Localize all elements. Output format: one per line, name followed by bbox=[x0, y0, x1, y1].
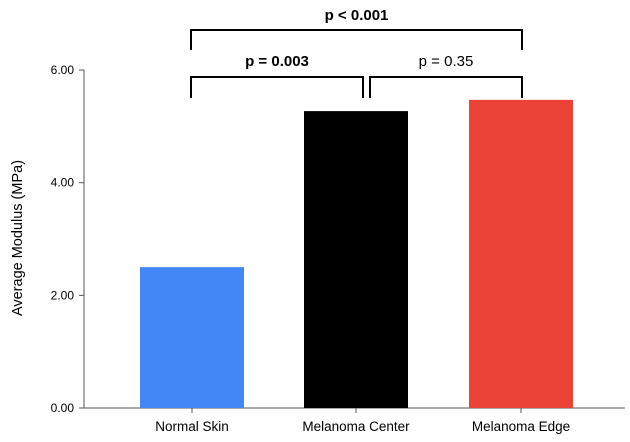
y-tick-label: 0.00 bbox=[51, 401, 75, 415]
bar-melanoma-center bbox=[304, 111, 408, 408]
x-tick-label: Melanoma Center bbox=[302, 419, 410, 434]
bar-melanoma-edge bbox=[469, 99, 573, 409]
x-tick-label: Normal Skin bbox=[155, 419, 229, 434]
y-tick-label: 6.00 bbox=[51, 63, 75, 77]
x-tick-label: Melanoma Edge bbox=[472, 419, 570, 434]
p-value-label: p = 0.35 bbox=[419, 53, 474, 70]
y-axis: 0.00 2.00 4.00 6.00 bbox=[51, 63, 85, 415]
significance-bracket bbox=[369, 76, 523, 98]
significance-bracket bbox=[190, 29, 523, 50]
x-axis: Normal Skin Melanoma Center Melanoma Edge bbox=[84, 407, 625, 434]
p-value-label: p < 0.001 bbox=[325, 7, 389, 24]
y-tick-label: 4.00 bbox=[51, 176, 75, 190]
bar-normal-skin bbox=[140, 267, 244, 408]
significance-bracket bbox=[190, 76, 364, 98]
p-value-label: p = 0.003 bbox=[245, 53, 309, 70]
y-axis-title: Average Modulus (MPa) bbox=[10, 160, 26, 316]
bars bbox=[140, 99, 573, 409]
significance-brackets: p = 0.003 p = 0.35 p < 0.001 bbox=[190, 7, 523, 98]
y-tick-label: 2.00 bbox=[51, 288, 75, 302]
